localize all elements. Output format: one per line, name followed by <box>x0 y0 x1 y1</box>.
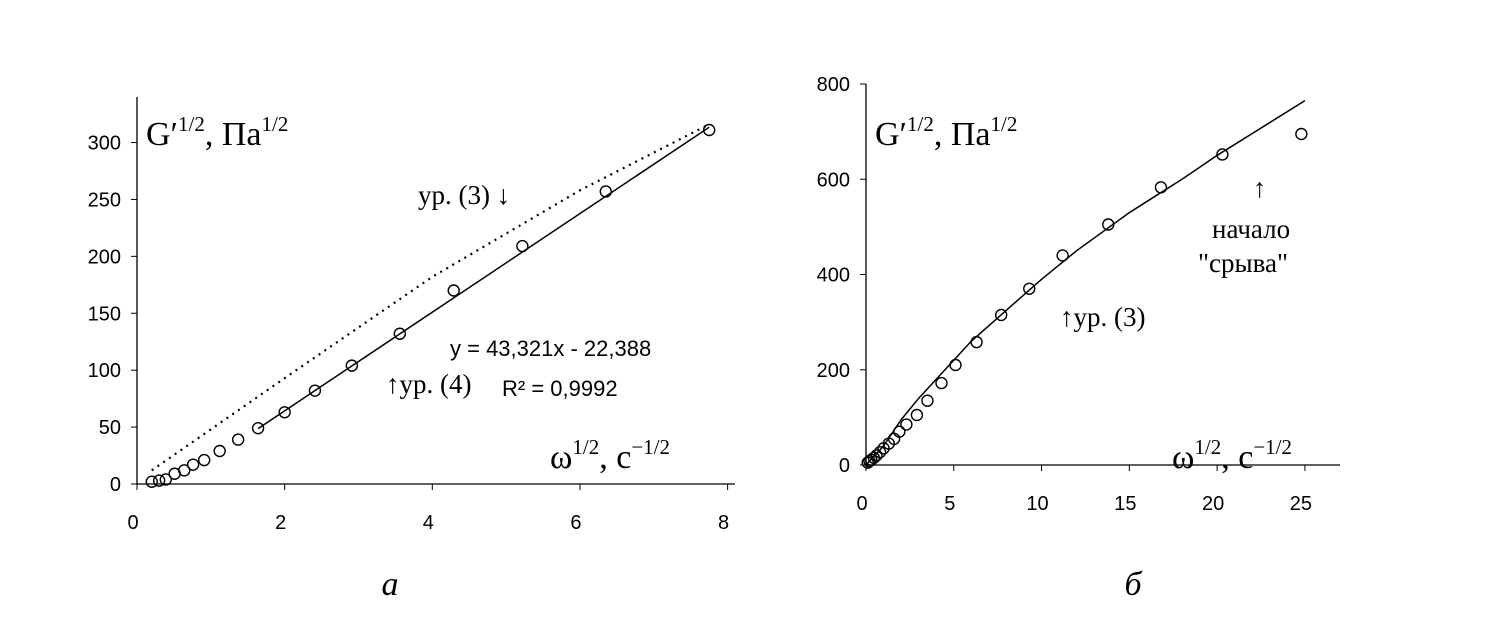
annotation: y = 43,321x - 22,388 <box>450 336 651 361</box>
label-part: 1/2 <box>572 435 599 459</box>
panel-caption: б <box>1124 566 1143 603</box>
annotation: начало <box>1212 214 1290 244</box>
data-point <box>702 123 716 137</box>
data-point <box>900 418 913 431</box>
label-part: 1/2 <box>991 112 1018 136</box>
label-part: 1/2 <box>907 112 934 136</box>
label-part: , с <box>1221 439 1253 476</box>
x-tick-label: 20 <box>1202 493 1224 515</box>
data-point <box>152 474 166 487</box>
annotation: ↑ <box>1253 173 1267 203</box>
data-point <box>994 308 1008 322</box>
data-point <box>1295 127 1308 141</box>
y-axis-label: G′1/2, Па1/2 <box>146 112 288 153</box>
y-tick-label: 200 <box>817 360 850 382</box>
label-part: −1/2 <box>1253 435 1292 459</box>
data-point <box>1154 181 1168 194</box>
x-tick-label: 15 <box>1114 493 1136 515</box>
data-point <box>345 359 359 372</box>
y-tick-label: 0 <box>110 474 121 496</box>
x-tick-label: 4 <box>423 512 434 534</box>
y-axis-label: G′1/2, Па1/2 <box>875 112 1017 153</box>
x-tick-label: 0 <box>856 493 867 515</box>
data-point <box>278 406 291 419</box>
y-tick-label: 200 <box>88 246 121 268</box>
data-point <box>1216 148 1229 161</box>
line-series <box>151 123 710 472</box>
data-point <box>1056 249 1069 262</box>
data-point <box>970 335 983 349</box>
y-tick-label: 600 <box>817 169 850 191</box>
label-part: , Па <box>205 116 262 153</box>
data-point <box>393 327 407 340</box>
label-part: 1/2 <box>1194 435 1221 459</box>
data-point <box>873 445 887 459</box>
data-point <box>145 475 158 488</box>
y-tick-label: 100 <box>88 360 121 382</box>
x-axis-label: ω1/2, с−1/2 <box>1172 435 1292 476</box>
label-part: ω <box>1172 439 1194 476</box>
annotation: R² = 0,9992 <box>502 376 618 401</box>
annotation: ↑ур. (3) <box>1060 302 1145 332</box>
label-part: , Па <box>934 116 991 153</box>
x-tick-label: 10 <box>1026 493 1048 515</box>
data-point <box>308 384 322 397</box>
label-part: G′ <box>146 116 178 153</box>
y-tick-label: 250 <box>88 189 121 211</box>
y-tick-label: 400 <box>817 265 850 287</box>
x-axis-label: ω1/2, с−1/2 <box>550 435 670 476</box>
data-point <box>251 422 265 435</box>
line-series <box>865 100 1306 466</box>
y-tick-label: 800 <box>817 74 850 96</box>
data-point <box>870 449 883 462</box>
data-point <box>949 358 962 372</box>
data-point <box>197 453 211 467</box>
x-tick-label: 6 <box>570 512 581 534</box>
label-part: 1/2 <box>262 112 289 136</box>
y-tick-label: 0 <box>839 455 850 477</box>
data-point <box>178 464 191 477</box>
label-part: G′ <box>875 116 907 153</box>
data-point <box>159 473 172 486</box>
annotation: "срыва" <box>1198 248 1288 278</box>
x-tick-label: 2 <box>275 512 286 534</box>
label-part: 1/2 <box>178 112 205 136</box>
line-series <box>257 126 710 430</box>
y-tick-label: 150 <box>88 303 121 325</box>
data-point <box>1023 282 1036 295</box>
data-point <box>447 284 460 297</box>
panel-caption: а <box>382 566 399 603</box>
annotation: ↑ур. (4) <box>386 369 471 399</box>
x-tick-label: 5 <box>944 493 955 515</box>
y-tick-label: 300 <box>88 133 121 155</box>
data-point <box>231 433 245 446</box>
x-tick-label: 25 <box>1290 493 1312 515</box>
data-point <box>186 458 200 471</box>
x-tick-label: 0 <box>127 512 138 534</box>
data-point <box>213 444 226 458</box>
y-tick-label: 50 <box>99 417 121 439</box>
data-point <box>599 185 613 198</box>
label-part: −1/2 <box>631 435 670 459</box>
label-part: ω <box>550 439 572 476</box>
x-tick-label: 8 <box>718 512 729 534</box>
data-point <box>921 394 934 407</box>
data-point <box>935 376 948 390</box>
label-part: , с <box>599 439 631 476</box>
annotation: ур. (3) ↓ <box>418 180 510 210</box>
data-point <box>910 408 924 422</box>
